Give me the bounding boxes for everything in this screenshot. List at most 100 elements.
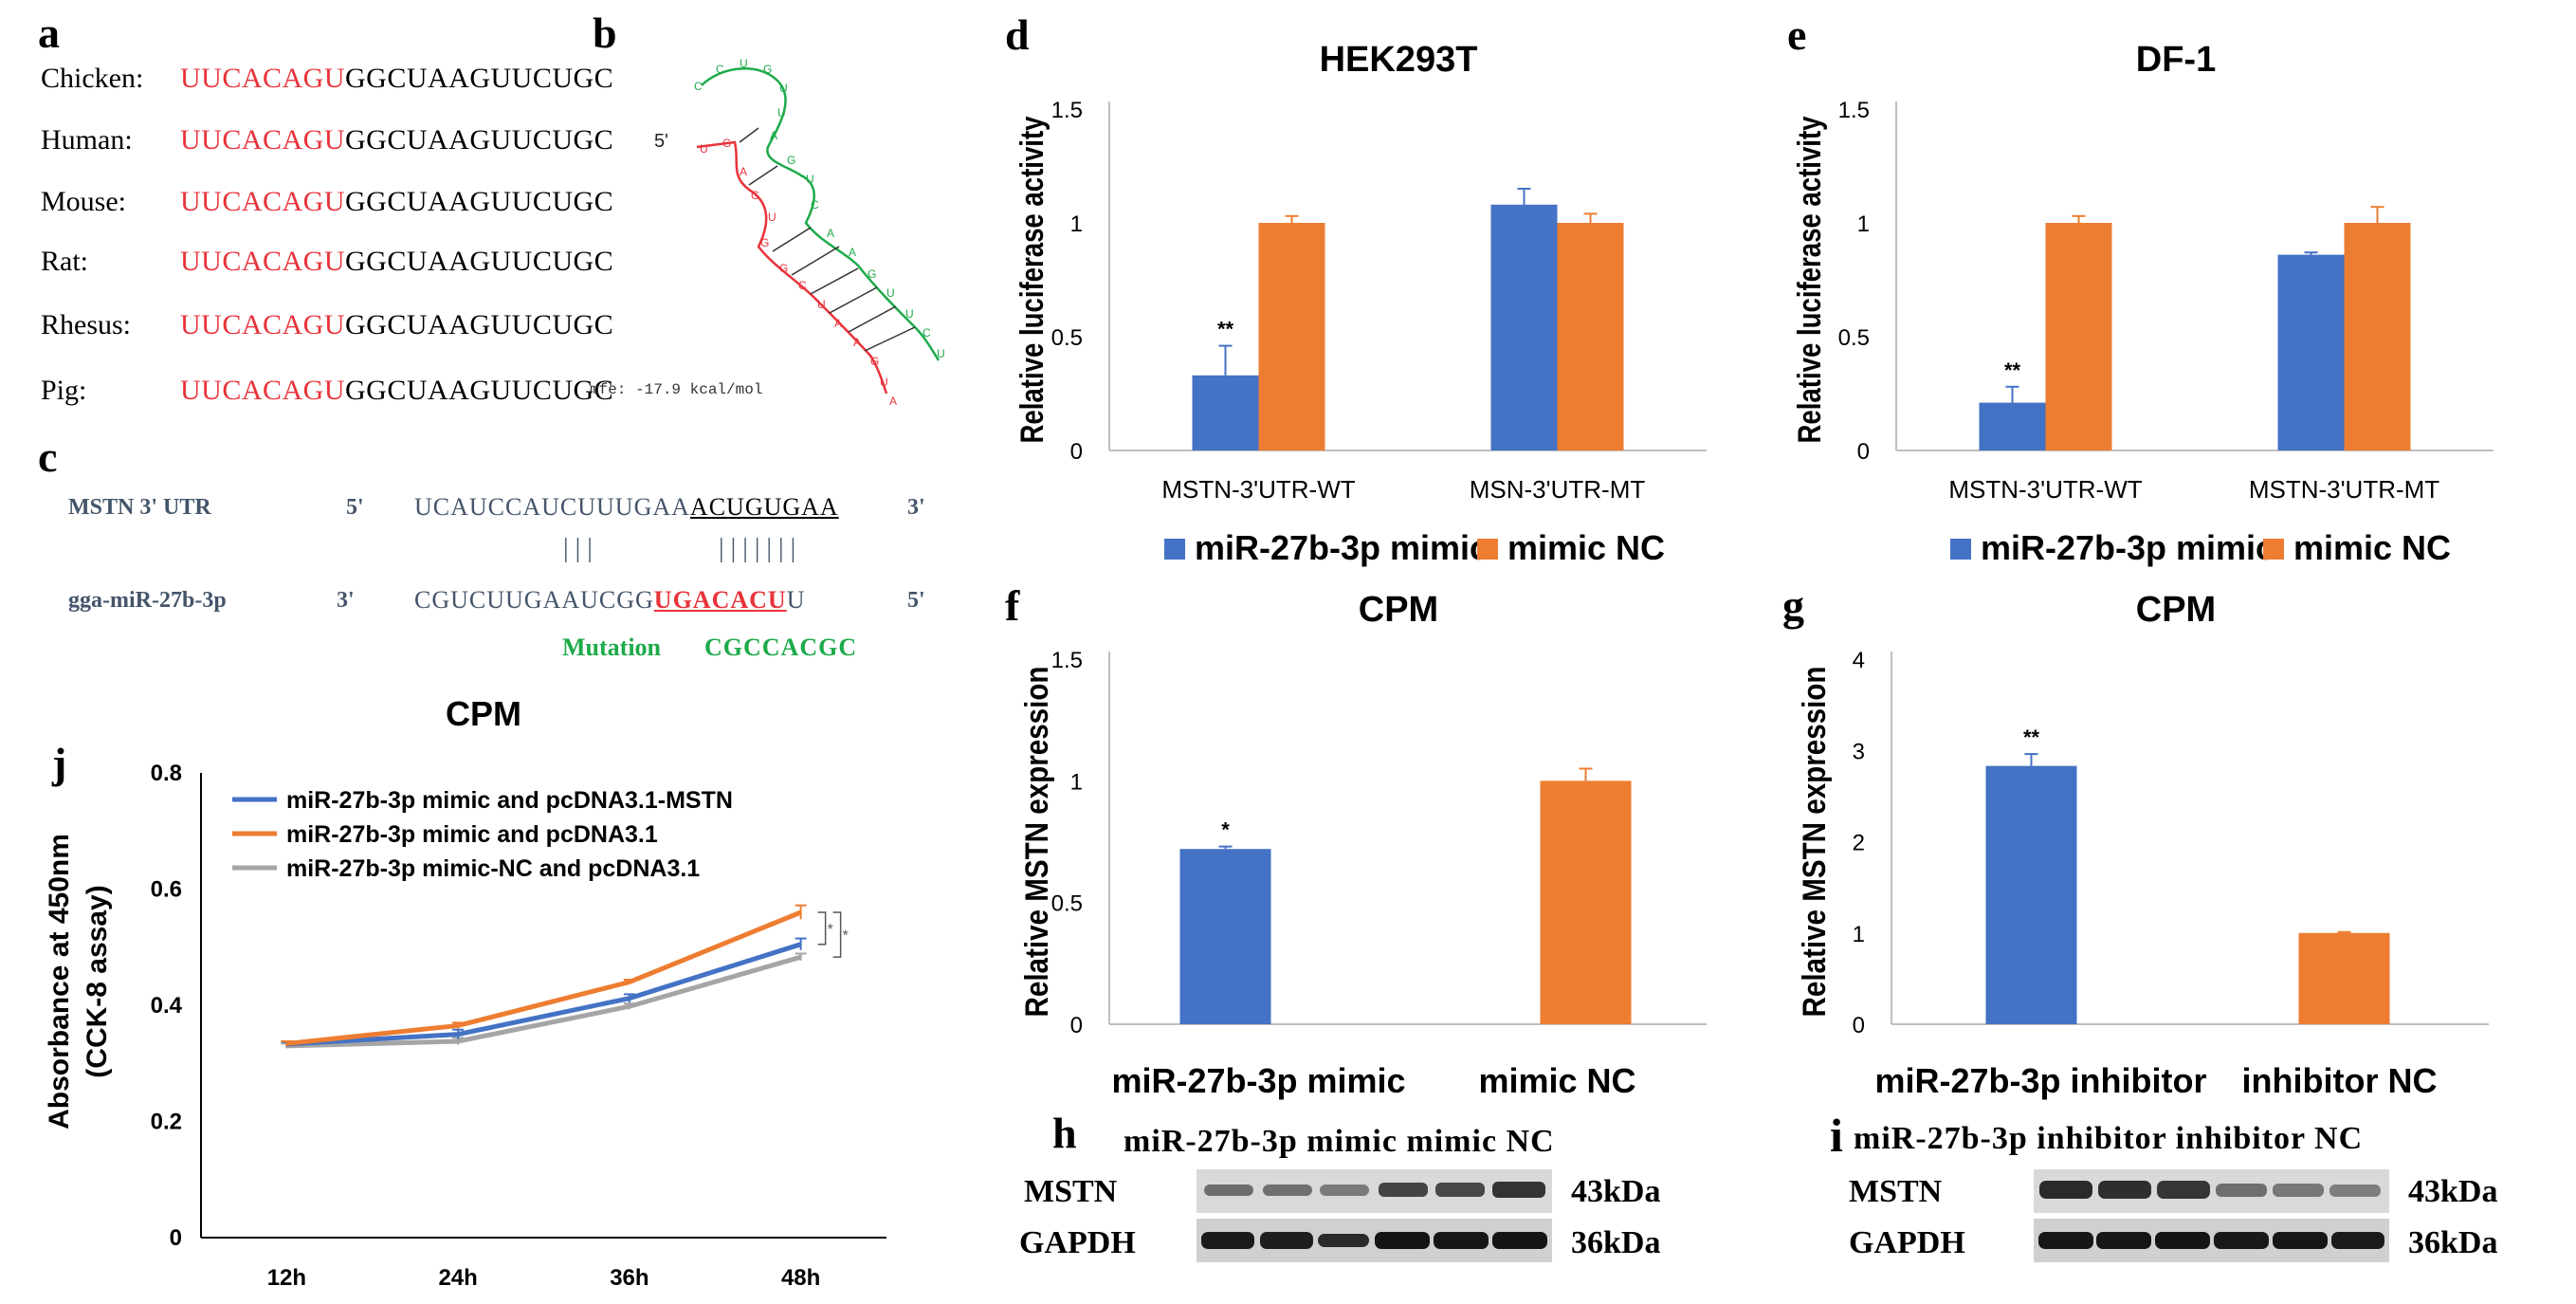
sequence: UUCACAGUGGCUAAGUUCUGC — [180, 309, 613, 341]
svg-text:G: G — [760, 236, 769, 249]
blot-h-size1: 43kDa — [1571, 1174, 1661, 1209]
legend-label: miR-27b-3p mimic-NC and pcDNA3.1 — [286, 855, 700, 882]
chart-j-cck8: CPM Absorbance at 450nm (CCK-8 assay) 0 0.2 0… — [44, 694, 886, 1291]
x-tick-label: 12h — [267, 1265, 306, 1291]
rest-sequence: GGCUAAGUUCUGC — [345, 124, 614, 156]
sequence: UUCACAGUGGCUAAGUUCUGC — [180, 186, 613, 218]
chart-e-luciferase-df1: DF-1 Relative luciferase activity 0 0.5 1 1.5… — [1792, 40, 2494, 567]
y-tick-label: 2 — [1853, 831, 1865, 856]
utr-5-prime: 5' — [346, 495, 364, 520]
mir-label: gga-miR-27b-3p — [68, 588, 227, 613]
svg-text:C: C — [811, 198, 819, 211]
legend-label: mimic NC — [1507, 528, 1665, 567]
x-tick-label: mimic NC — [1478, 1061, 1635, 1100]
panel-label-e: e — [1787, 10, 1807, 59]
y-tick-label: 0.5 — [1051, 891, 1083, 917]
svg-text:G: G — [779, 262, 788, 275]
svg-text:U: U — [700, 142, 708, 156]
legend-label: miR-27b-3p mimic and pcDNA3.1 — [286, 821, 658, 848]
blot-h-gapdh-band-image — [1197, 1219, 1552, 1262]
seed-sequence: UUCACAGU — [180, 186, 346, 217]
blot-h-mstn-band-image — [1197, 1169, 1552, 1213]
svg-text:G: G — [763, 63, 772, 76]
svg-text:A: A — [853, 336, 861, 349]
rest-sequence: GGCUAAGUUCUGC — [345, 309, 614, 340]
sequence: UUCACAGUGGCUAAGUUCUGC — [180, 375, 613, 407]
mir-seq-plain: CGUCUUGAAUCGG — [414, 586, 654, 614]
blot-i-row2-label: GAPDH — [1849, 1225, 1965, 1260]
y-tick-label: 0.5 — [1051, 325, 1083, 351]
svg-text:G: G — [870, 355, 879, 368]
svg-text:A: A — [827, 227, 834, 240]
legend-label: miR-27b-3p mimic — [1195, 528, 1489, 567]
mir-seq-end: U — [786, 586, 806, 614]
x-tick-label: 48h — [781, 1265, 820, 1291]
panel-label-j: j — [52, 739, 67, 787]
y-axis-label-2: (CCK-8 assay) — [82, 885, 113, 1077]
mfe-label: mfe: -17.9 kcal/mol — [590, 381, 763, 398]
pairing-right: | | | | | | | — [719, 534, 796, 563]
svg-text:U: U — [768, 211, 776, 224]
species-label: Human: — [41, 124, 133, 156]
x-tick-label: MSN-3'UTR-MT — [1470, 475, 1646, 504]
legend-label: mimic NC — [2293, 528, 2451, 567]
rest-sequence: GGCUAAGUUCUGC — [345, 246, 614, 277]
bar — [1258, 223, 1325, 450]
significance-marker: ** — [2023, 725, 2040, 749]
y-tick-label: 1.5 — [1838, 98, 1870, 123]
blot-i-size2: 36kDa — [2408, 1225, 2498, 1260]
blot-i-gapdh-band-image — [2034, 1219, 2389, 1262]
seed-sequence: UUCACAGU — [180, 246, 346, 277]
svg-text:C: C — [716, 63, 724, 76]
svg-text:A: A — [849, 246, 856, 259]
legend-swatch — [1164, 539, 1185, 560]
species-label: Chicken: — [41, 63, 144, 94]
panel-label-f: f — [1005, 581, 1020, 630]
y-axis-label: Relative MSTN expression — [1019, 667, 1055, 1018]
svg-text:U: U — [937, 347, 945, 360]
x-tick-label: 24h — [438, 1265, 477, 1291]
blot-i-row1-label: MSTN — [1849, 1174, 1943, 1209]
y-tick-label: 3 — [1853, 739, 1865, 764]
significance-marker: ** — [2004, 358, 2021, 382]
y-tick-label: 1.5 — [1051, 98, 1083, 123]
y-tick-label: 1 — [1857, 211, 1870, 237]
mutation-label: Mutation — [562, 634, 661, 661]
chart-title: CPM — [2136, 590, 2216, 630]
utr-sequence: UCAUCCAUCUUUGAAACUGUGAA — [414, 493, 839, 522]
chart-f-mstn-mimic: CPM Relative MSTN expression 0 0.5 1 1.5 miR-2… — [1019, 590, 1707, 1100]
legend-label: miR-27b-3p mimic and pcDNA3.1-MSTN — [286, 787, 733, 814]
y-tick-label: 0.4 — [151, 993, 183, 1019]
panel-label-a: a — [38, 9, 60, 57]
sequence: UUCACAGUGGCUAAGUUCUGC — [180, 124, 613, 156]
bar — [1192, 375, 1259, 450]
svg-text:C: C — [923, 326, 931, 340]
panel-label-b: b — [593, 9, 617, 57]
significance-bracket — [832, 911, 842, 958]
utr-3-prime: 3' — [907, 495, 925, 520]
y-tick-label: 0 — [1070, 439, 1083, 465]
svg-text:U: U — [777, 106, 786, 119]
svg-text:G: G — [722, 137, 731, 150]
x-tick-label: miR-27b-3p mimic — [1111, 1061, 1405, 1100]
sequence: UUCACAGUGGCUAAGUUCUGC — [180, 246, 613, 278]
panel-label-d: d — [1005, 10, 1030, 59]
y-tick-label: 0.2 — [151, 1110, 182, 1135]
series-line — [286, 909, 802, 1046]
blot-h-header: miR-27b-3p mimic mimic NC — [1124, 1124, 1555, 1159]
bar — [1985, 765, 2077, 1024]
significance-marker: * — [1221, 818, 1230, 842]
svg-text:U: U — [779, 82, 788, 95]
mir-5-prime: 5' — [907, 588, 925, 613]
svg-text:U: U — [886, 286, 895, 300]
y-tick-label: 0.6 — [151, 877, 182, 903]
x-tick-label: 36h — [610, 1265, 649, 1291]
species-label: Pig: — [41, 375, 87, 406]
panel-label-g: g — [1782, 581, 1804, 630]
bar — [1490, 204, 1558, 451]
rest-sequence: GGCUAAGUUCUGC — [345, 375, 614, 406]
series-line — [286, 942, 802, 1047]
chart-title: DF-1 — [2136, 40, 2216, 80]
significance-marker: * — [828, 922, 833, 938]
blot-h-row2-label: GAPDH — [1019, 1225, 1136, 1260]
